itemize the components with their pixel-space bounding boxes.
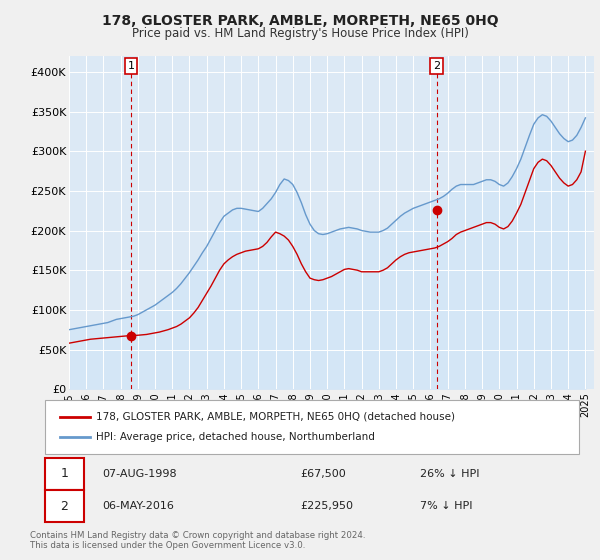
Text: Price paid vs. HM Land Registry's House Price Index (HPI): Price paid vs. HM Land Registry's House … [131,27,469,40]
Text: 1: 1 [61,467,68,480]
Text: £67,500: £67,500 [300,469,346,479]
Text: 7% ↓ HPI: 7% ↓ HPI [420,501,473,511]
Text: 1: 1 [127,61,134,71]
Text: 178, GLOSTER PARK, AMBLE, MORPETH, NE65 0HQ: 178, GLOSTER PARK, AMBLE, MORPETH, NE65 … [101,14,499,28]
Text: 06-MAY-2016: 06-MAY-2016 [102,501,174,511]
Text: HPI: Average price, detached house, Northumberland: HPI: Average price, detached house, Nort… [96,432,375,442]
Text: £225,950: £225,950 [300,501,353,511]
Text: Contains HM Land Registry data © Crown copyright and database right 2024.
This d: Contains HM Land Registry data © Crown c… [30,530,365,550]
Text: 07-AUG-1998: 07-AUG-1998 [102,469,176,479]
Text: 2: 2 [433,61,440,71]
Text: 26% ↓ HPI: 26% ↓ HPI [420,469,479,479]
Text: 2: 2 [61,500,68,513]
Text: 178, GLOSTER PARK, AMBLE, MORPETH, NE65 0HQ (detached house): 178, GLOSTER PARK, AMBLE, MORPETH, NE65 … [96,412,455,422]
